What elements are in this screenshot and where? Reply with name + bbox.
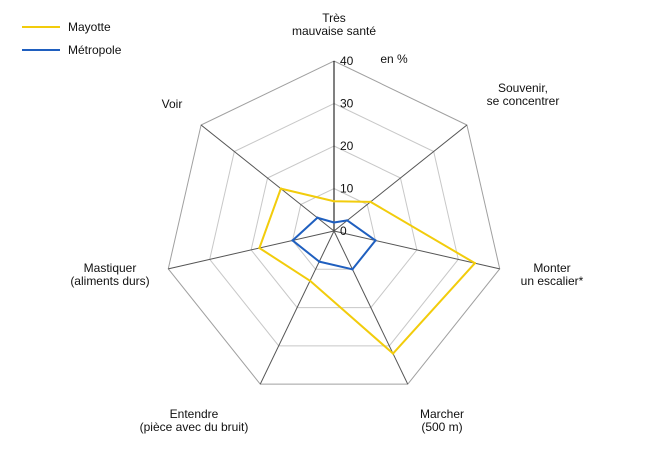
grid-ring-10 xyxy=(292,187,376,270)
tick-label-30: 30 xyxy=(340,97,354,111)
series-0-point-5 xyxy=(258,246,261,250)
series-line-1 xyxy=(291,216,377,271)
radar-grid xyxy=(167,60,501,385)
unit-label: en % xyxy=(380,52,408,66)
axis-label-6-line-0: Voir xyxy=(162,97,183,111)
tick-label-0: 0 xyxy=(340,224,347,238)
axis-label-5-line-0: Mastiquer xyxy=(84,261,137,275)
tick-label-10: 10 xyxy=(340,182,354,196)
radar-spokes xyxy=(168,61,500,385)
series-0-point-2 xyxy=(473,261,477,265)
axis-label-0: Très mauvaise santé xyxy=(292,11,376,38)
series-1-point-5 xyxy=(291,239,294,242)
series-1-point-2 xyxy=(374,239,377,242)
spoke-6 xyxy=(200,124,335,232)
spoke-5 xyxy=(168,230,335,270)
spoke-1 xyxy=(333,124,468,232)
axis-label-4-line-0: Entendre xyxy=(170,407,219,421)
series-0-point-3 xyxy=(391,352,395,355)
spoke-3 xyxy=(333,230,409,385)
spoke-4 xyxy=(259,230,335,385)
axis-label-2-line-1: un escalier* xyxy=(521,274,584,288)
legend-label-metropole: Métropole xyxy=(68,43,122,57)
axis-label-1: Souvenir, se concentrer xyxy=(487,81,560,108)
axis-label-1-line-1: se concentrer xyxy=(487,94,560,108)
axis-label-0-line-0: Très xyxy=(322,11,346,25)
tick-label-20: 20 xyxy=(340,139,354,153)
axis-label-2-line-0: Monter xyxy=(533,261,570,275)
axis-label-5-line-1: (aliments durs) xyxy=(70,274,149,288)
tick-label-40: 40 xyxy=(340,54,354,68)
axis-label-0-line-1: mauvaise santé xyxy=(292,24,376,38)
radar-series xyxy=(258,187,477,355)
legend: Mayotte Métropole xyxy=(22,20,122,57)
legend-label-mayotte: Mayotte xyxy=(68,20,111,34)
series-0-point-4 xyxy=(308,279,312,282)
axis-label-5: Mastiquer (aliments durs) xyxy=(70,261,149,288)
series-line-0 xyxy=(258,187,476,355)
legend-item-mayotte: Mayotte xyxy=(22,20,111,34)
series-1-point-3 xyxy=(351,268,354,271)
axis-label-3-line-1: (500 m) xyxy=(421,420,462,434)
axis-labels: Très mauvaise santé Souvenir, se concentrer… xyxy=(70,11,583,434)
axis-label-4-line-1: (pièce avec du bruit) xyxy=(140,420,249,434)
axis-label-4: Entendre (pièce avec du bruit) xyxy=(140,407,249,434)
axis-label-2: Monter un escalier* xyxy=(521,261,584,288)
axis-label-6: Voir xyxy=(162,97,183,111)
grid-ring-20 xyxy=(250,145,418,309)
legend-item-metropole: Métropole xyxy=(22,43,122,57)
grid-ring-40 xyxy=(167,60,501,385)
series-1-point-6 xyxy=(316,216,319,219)
radial-tick-labels: 0 10 20 30 40 xyxy=(340,54,354,238)
series-1-point-4 xyxy=(318,260,321,263)
axis-label-1-line-0: Souvenir, xyxy=(498,81,548,95)
series-0-point-6 xyxy=(279,187,283,190)
axis-label-3-line-0: Marcher xyxy=(420,407,464,421)
series-0-point-0 xyxy=(332,200,336,203)
axis-label-3: Marcher (500 m) xyxy=(420,407,464,434)
grid-ring-30 xyxy=(209,102,459,347)
series-0-point-1 xyxy=(369,200,372,204)
series-1-point-0 xyxy=(332,221,336,224)
series-1-point-1 xyxy=(346,219,349,222)
